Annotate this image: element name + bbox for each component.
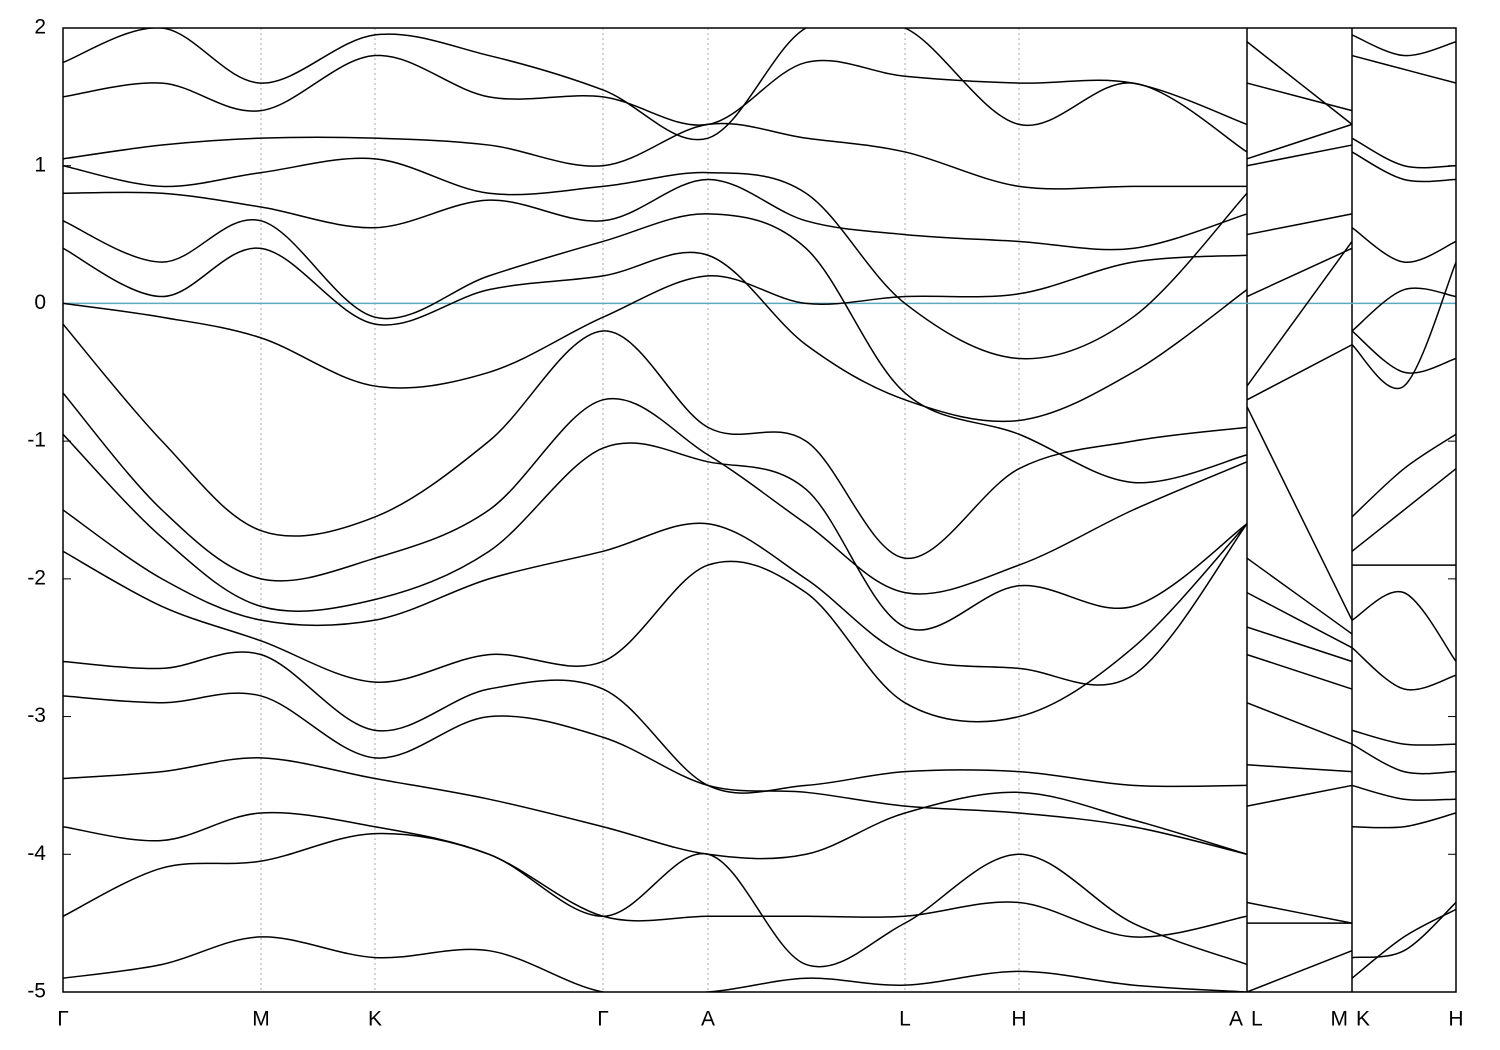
plot-frame <box>62 27 1457 993</box>
x-tick-label: K <box>368 1008 382 1031</box>
x-tick-label: M <box>1331 1008 1349 1031</box>
band <box>63 692 1456 856</box>
band <box>63 213 1456 484</box>
band <box>63 28 1456 153</box>
x-tick-label: Γ <box>597 1008 609 1031</box>
band <box>63 122 1456 190</box>
x-tick-label: Γ <box>57 1008 69 1031</box>
y-tick-label: 1 <box>34 153 46 176</box>
x-tick-label: K <box>1356 1008 1370 1031</box>
y-tick-label: -2 <box>27 566 46 589</box>
x-tick-label: A <box>701 1008 715 1031</box>
x-tick-label: M <box>252 1008 270 1031</box>
band <box>63 651 1456 794</box>
x-tick-label: L <box>899 1008 911 1031</box>
y-tick-label: -4 <box>27 842 46 865</box>
x-tick-label: A <box>1229 1008 1243 1031</box>
y-tick-label: -3 <box>27 704 46 727</box>
y-tick-label: -5 <box>27 980 46 1003</box>
y-tick-label: 0 <box>34 291 46 314</box>
band <box>63 908 1456 992</box>
band <box>63 241 1456 423</box>
band <box>63 811 1456 938</box>
band <box>63 433 1456 649</box>
band <box>63 757 1456 860</box>
x-tick-label: H <box>1448 1008 1463 1031</box>
bands <box>63 28 1456 992</box>
band <box>63 523 1456 723</box>
band <box>63 392 1456 635</box>
x-tick-label: L <box>1251 1008 1263 1031</box>
band <box>63 178 1456 263</box>
y-tick-label: -1 <box>27 429 46 452</box>
band <box>63 54 1456 126</box>
band <box>63 144 1456 360</box>
y-tick-label: 2 <box>34 16 46 39</box>
band <box>63 323 1456 621</box>
x-tick-label: H <box>1011 1008 1026 1031</box>
band <box>63 509 1456 686</box>
band <box>63 832 1456 968</box>
